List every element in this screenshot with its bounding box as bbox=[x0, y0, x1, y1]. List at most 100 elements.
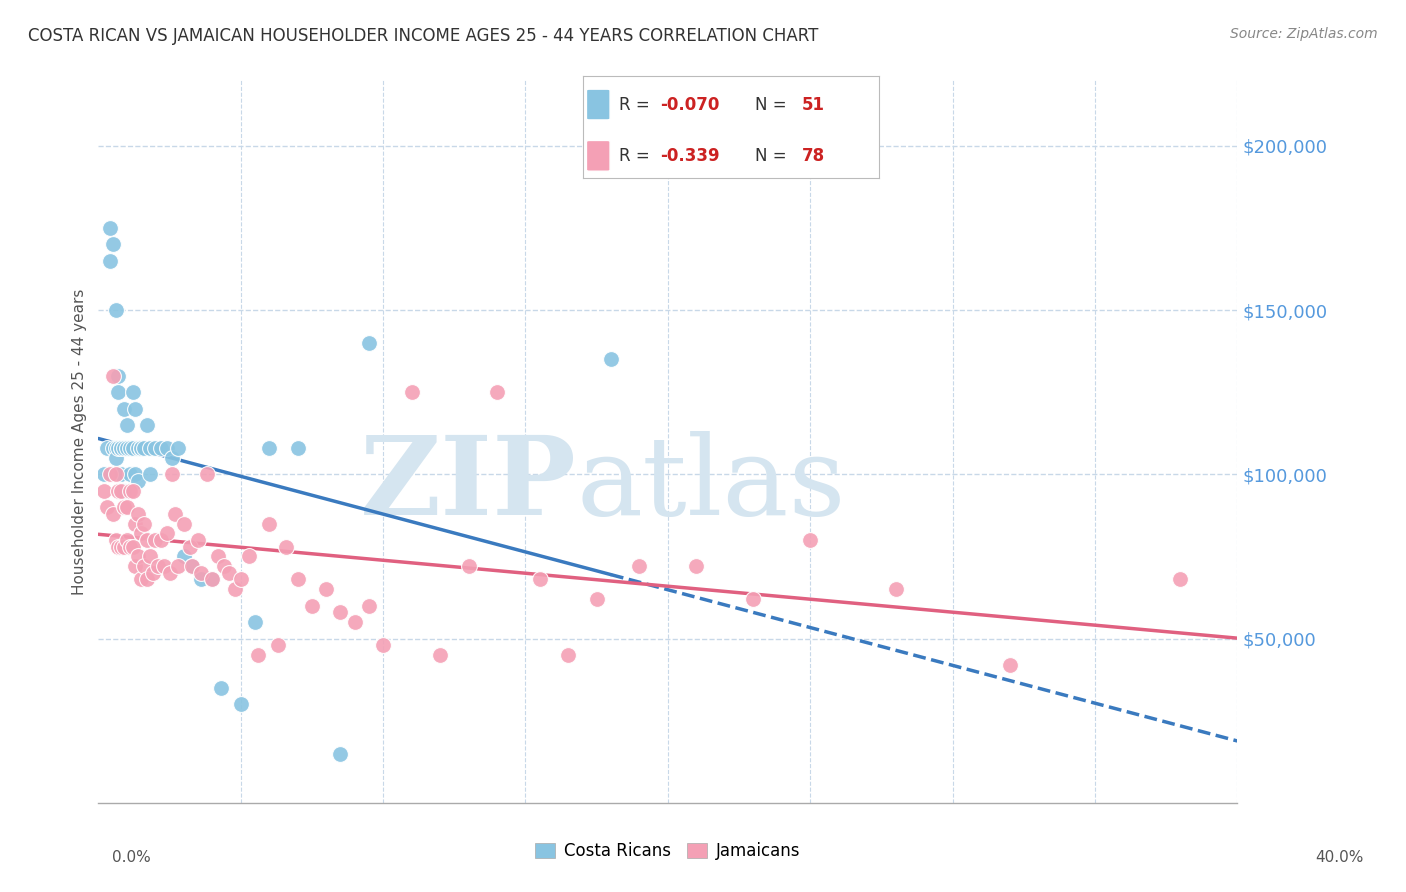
Point bbox=[132, 441, 155, 455]
Point bbox=[148, 559, 170, 574]
Point bbox=[145, 533, 167, 547]
Point bbox=[132, 516, 155, 531]
FancyBboxPatch shape bbox=[586, 140, 610, 171]
Point bbox=[229, 698, 252, 712]
Point bbox=[124, 467, 146, 482]
Point bbox=[153, 559, 176, 574]
Point bbox=[115, 441, 138, 455]
Point bbox=[167, 441, 190, 455]
Point bbox=[129, 573, 152, 587]
Point bbox=[115, 500, 138, 515]
Point bbox=[127, 507, 149, 521]
Text: COSTA RICAN VS JAMAICAN HOUSEHOLDER INCOME AGES 25 - 44 YEARS CORRELATION CHART: COSTA RICAN VS JAMAICAN HOUSEHOLDER INCO… bbox=[28, 27, 818, 45]
Point bbox=[121, 540, 143, 554]
Point bbox=[93, 467, 115, 482]
Point bbox=[127, 549, 149, 564]
Text: -0.070: -0.070 bbox=[661, 95, 720, 113]
Point bbox=[246, 648, 269, 662]
Point bbox=[96, 441, 118, 455]
Point bbox=[585, 592, 607, 607]
Point bbox=[998, 657, 1021, 672]
Point bbox=[138, 441, 160, 455]
Point bbox=[118, 483, 141, 498]
Point bbox=[110, 441, 132, 455]
Point bbox=[329, 605, 352, 619]
Text: 0.0%: 0.0% bbox=[112, 850, 152, 865]
Point bbox=[121, 483, 143, 498]
Point bbox=[181, 559, 204, 574]
Point bbox=[557, 648, 579, 662]
Point bbox=[124, 559, 146, 574]
Point bbox=[190, 566, 212, 580]
Point bbox=[156, 526, 179, 541]
Point bbox=[373, 638, 395, 652]
Point bbox=[141, 566, 163, 580]
Point bbox=[112, 441, 135, 455]
Point bbox=[129, 526, 152, 541]
Point bbox=[107, 540, 129, 554]
Point bbox=[357, 336, 380, 351]
Point bbox=[127, 441, 149, 455]
Point bbox=[104, 441, 127, 455]
Text: -0.339: -0.339 bbox=[661, 147, 720, 165]
Y-axis label: Householder Income Ages 25 - 44 years: Householder Income Ages 25 - 44 years bbox=[72, 288, 87, 595]
Point bbox=[742, 592, 765, 607]
Point bbox=[104, 467, 127, 482]
Point bbox=[112, 500, 135, 515]
Point bbox=[104, 533, 127, 547]
Point bbox=[150, 533, 173, 547]
Point bbox=[401, 385, 423, 400]
Point bbox=[179, 540, 201, 554]
Point bbox=[129, 441, 152, 455]
Point bbox=[110, 441, 132, 455]
Point bbox=[112, 483, 135, 498]
Point bbox=[112, 401, 135, 416]
Point bbox=[124, 401, 146, 416]
Text: N =: N = bbox=[755, 147, 792, 165]
Point bbox=[600, 352, 623, 367]
Point bbox=[457, 559, 479, 574]
Point bbox=[884, 582, 907, 597]
Point bbox=[101, 368, 124, 383]
Point bbox=[101, 441, 124, 455]
Point bbox=[107, 483, 129, 498]
Point bbox=[118, 540, 141, 554]
Text: R =: R = bbox=[619, 147, 655, 165]
Point bbox=[98, 467, 121, 482]
Point bbox=[329, 747, 352, 761]
Point bbox=[207, 549, 229, 564]
Point bbox=[101, 237, 124, 252]
Point bbox=[145, 441, 167, 455]
Point bbox=[107, 441, 129, 455]
Text: atlas: atlas bbox=[576, 432, 846, 539]
Point bbox=[162, 450, 184, 465]
Point bbox=[218, 566, 240, 580]
Point bbox=[121, 385, 143, 400]
Point bbox=[224, 582, 246, 597]
Point bbox=[173, 516, 195, 531]
Point bbox=[243, 615, 266, 630]
Point bbox=[287, 441, 309, 455]
Point bbox=[129, 441, 152, 455]
Point bbox=[165, 507, 187, 521]
Point bbox=[529, 573, 551, 587]
Point bbox=[98, 253, 121, 268]
Point bbox=[118, 467, 141, 482]
Text: Source: ZipAtlas.com: Source: ZipAtlas.com bbox=[1230, 27, 1378, 41]
Point bbox=[229, 573, 252, 587]
Point bbox=[287, 573, 309, 587]
Point bbox=[110, 467, 132, 482]
Point bbox=[115, 533, 138, 547]
Point bbox=[127, 474, 149, 488]
Point bbox=[259, 441, 281, 455]
Point bbox=[121, 441, 143, 455]
Point bbox=[181, 559, 204, 574]
Text: R =: R = bbox=[619, 95, 655, 113]
Point bbox=[173, 549, 195, 564]
Point bbox=[138, 467, 160, 482]
Point bbox=[104, 450, 127, 465]
Text: 78: 78 bbox=[801, 147, 825, 165]
Point bbox=[201, 573, 224, 587]
Point bbox=[159, 566, 181, 580]
Point bbox=[429, 648, 451, 662]
